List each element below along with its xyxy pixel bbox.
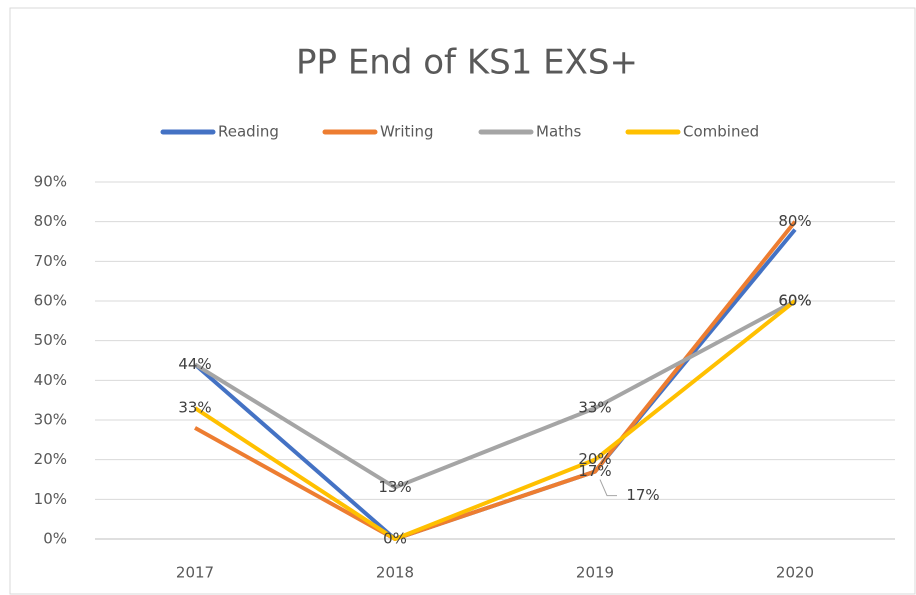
data-label: 60% — [778, 292, 811, 310]
y-tick-label: 60% — [34, 292, 67, 310]
data-label: 33% — [578, 399, 611, 417]
data-label: 20% — [578, 450, 611, 468]
data-label: 0% — [383, 530, 407, 548]
y-tick-label: 50% — [34, 331, 67, 349]
x-tick-label: 2020 — [776, 564, 814, 582]
y-tick-label: 40% — [34, 371, 67, 389]
data-label: 44% — [178, 355, 211, 373]
data-label: 60% — [778, 292, 811, 310]
legend-label: Writing — [380, 123, 434, 141]
y-tick-label: 20% — [34, 450, 67, 468]
y-tick-label: 10% — [34, 490, 67, 508]
series-line — [194, 220, 797, 541]
y-tick-label: 30% — [34, 411, 67, 429]
y-tick-label: 80% — [34, 212, 67, 230]
data-label: 33% — [178, 399, 211, 417]
data-label: 13% — [378, 478, 411, 496]
legend-label: Combined — [683, 123, 759, 141]
series-line — [193, 299, 796, 490]
data-label: 17% — [578, 462, 611, 480]
legend-label: Reading — [218, 123, 279, 141]
legend-label: Maths — [536, 123, 582, 141]
data-label: 17% — [626, 486, 659, 504]
x-tick-label: 2019 — [576, 564, 614, 582]
callout-line — [599, 479, 617, 497]
y-tick-label: 70% — [34, 252, 67, 270]
y-tick-label: 90% — [34, 173, 67, 191]
y-tick-label: 0% — [43, 530, 67, 548]
x-tick-label: 2017 — [176, 564, 214, 582]
x-tick-label: 2018 — [376, 564, 414, 582]
data-label: 80% — [778, 212, 811, 230]
chart-title: PP End of KS1 EXS+ — [296, 43, 638, 83]
series-line — [193, 299, 797, 541]
